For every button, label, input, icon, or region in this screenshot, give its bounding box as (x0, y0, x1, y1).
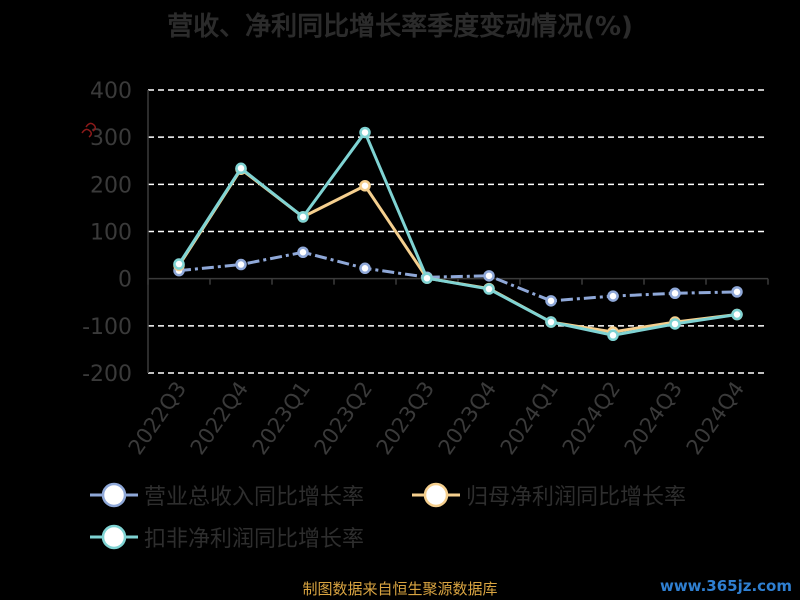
legend-marker-icon (412, 482, 460, 508)
data-point (731, 308, 743, 321)
x-tick-label: 2024Q4 (682, 377, 749, 459)
data-point (359, 179, 371, 192)
data-point (235, 258, 247, 271)
x-tick-label: 2022Q3 (124, 377, 191, 459)
legend-marker-icon (90, 524, 138, 550)
grid-lines (148, 89, 768, 374)
legend-label: 扣非净利润同比增长率 (144, 527, 365, 552)
data-point (669, 318, 681, 330)
legend-item[interactable]: 归母净利润同比增长率 (412, 480, 686, 510)
series-group (173, 126, 743, 342)
x-tick-label: 2023Q2 (310, 377, 377, 459)
x-tick-label: 2023Q4 (434, 377, 501, 459)
x-tick-label: 2024Q3 (620, 377, 687, 459)
data-point (483, 270, 495, 282)
legend-item[interactable]: 扣非净利润同比增长率 (90, 522, 364, 552)
watermark: www.365jz.com (659, 577, 792, 595)
data-point (173, 258, 185, 270)
unit-icon (81, 122, 97, 138)
data-point (297, 246, 309, 259)
series-line-0 (178, 250, 738, 303)
data-point (545, 316, 557, 328)
x-tick-label: 2023Q1 (248, 377, 315, 459)
data-point (731, 286, 743, 298)
y-tick-label: 0 (118, 268, 132, 293)
source-note: 制图数据来自恒生聚源数据库 (302, 580, 498, 598)
data-point (607, 329, 619, 342)
data-point (483, 283, 495, 295)
legend-item[interactable]: 营业总收入同比增长率 (90, 480, 364, 510)
legend-marker-icon (90, 482, 138, 508)
series-line-1 (177, 167, 738, 334)
y-tick-label: 200 (90, 173, 132, 198)
legend-label: 营业总收入同比增长率 (144, 485, 365, 510)
chart-title: 营收、净利同比增长率季度变动情况(%) (167, 12, 633, 42)
data-point (297, 211, 309, 223)
data-point (359, 262, 371, 275)
data-point (545, 295, 557, 307)
data-point (607, 290, 619, 302)
data-point (669, 287, 681, 300)
axes (147, 90, 769, 373)
data-point (359, 126, 371, 139)
y-tick-label: -100 (82, 315, 132, 340)
data-point (235, 162, 247, 175)
y-tick-labels: 400 300 200 100 0 -100 -200 (82, 79, 132, 387)
y-tick-label: -200 (82, 362, 132, 387)
legend-label: 归母净利润同比增长率 (466, 485, 687, 510)
y-tick-label: 100 (90, 221, 132, 246)
x-tick-label: 2023Q3 (372, 377, 439, 459)
x-tick-label: 2024Q1 (496, 377, 563, 459)
x-tick-label: 2022Q4 (186, 377, 253, 459)
x-tick-labels: 2022Q32022Q42023Q12023Q22023Q32023Q42024… (124, 377, 749, 459)
series-line-2 (177, 130, 738, 337)
x-tick-label: 2024Q2 (558, 377, 625, 459)
y-tick-label: 400 (90, 79, 132, 104)
y-tick-label: 300 (90, 126, 132, 151)
data-point (421, 272, 433, 284)
